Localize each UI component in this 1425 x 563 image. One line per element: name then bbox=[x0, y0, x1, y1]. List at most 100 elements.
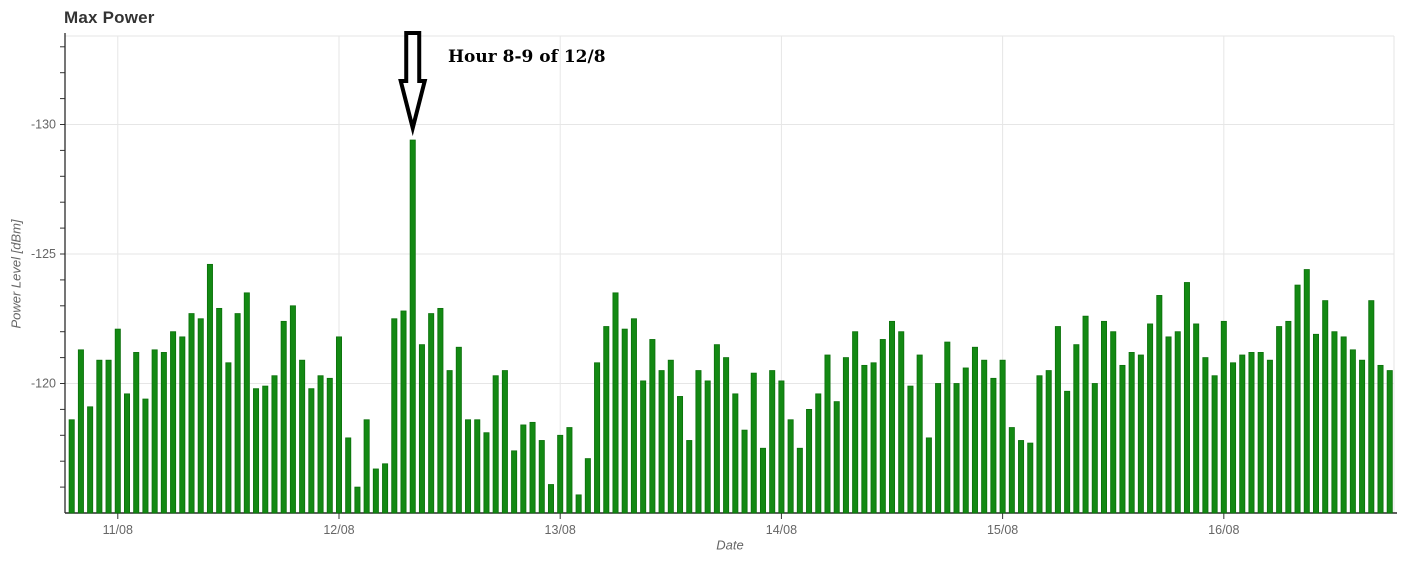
bar[interactable] bbox=[1257, 352, 1264, 514]
bar[interactable] bbox=[806, 408, 813, 514]
bar[interactable] bbox=[686, 440, 693, 514]
bar[interactable] bbox=[363, 419, 370, 514]
bar[interactable] bbox=[289, 305, 296, 514]
bar[interactable] bbox=[142, 398, 149, 514]
bar[interactable] bbox=[759, 447, 766, 514]
bar[interactable] bbox=[529, 421, 536, 514]
bar[interactable] bbox=[1248, 352, 1255, 514]
bar[interactable] bbox=[179, 336, 186, 514]
bar[interactable] bbox=[1312, 333, 1319, 514]
bar[interactable] bbox=[1239, 354, 1246, 514]
bar[interactable] bbox=[96, 359, 103, 514]
bar[interactable] bbox=[723, 357, 730, 514]
bar[interactable] bbox=[188, 313, 195, 514]
bar[interactable] bbox=[1101, 320, 1108, 514]
bar[interactable] bbox=[1368, 300, 1375, 514]
bar[interactable] bbox=[1008, 427, 1015, 514]
bar[interactable] bbox=[262, 385, 269, 514]
bar[interactable] bbox=[354, 486, 361, 514]
bar[interactable] bbox=[105, 359, 112, 514]
bar[interactable] bbox=[1349, 349, 1356, 514]
bar[interactable] bbox=[778, 380, 785, 514]
bar[interactable] bbox=[695, 370, 702, 514]
bar[interactable] bbox=[713, 344, 720, 514]
bar[interactable] bbox=[280, 320, 287, 514]
bar[interactable] bbox=[971, 346, 978, 514]
bar[interactable] bbox=[1303, 269, 1310, 514]
bar[interactable] bbox=[326, 377, 333, 514]
bar[interactable] bbox=[400, 310, 407, 514]
bar[interactable] bbox=[870, 362, 877, 514]
bar[interactable] bbox=[151, 349, 158, 514]
bar[interactable] bbox=[852, 331, 859, 514]
bar[interactable] bbox=[990, 377, 997, 514]
bar[interactable] bbox=[833, 401, 840, 514]
bar[interactable] bbox=[999, 359, 1006, 514]
bar[interactable] bbox=[243, 292, 250, 514]
bar[interactable] bbox=[197, 318, 204, 514]
bar[interactable] bbox=[492, 375, 499, 514]
bar[interactable] bbox=[428, 313, 435, 514]
bar[interactable] bbox=[1174, 331, 1181, 514]
bar[interactable] bbox=[446, 370, 453, 514]
bar[interactable] bbox=[124, 393, 131, 514]
bar[interactable] bbox=[308, 388, 315, 514]
bar[interactable] bbox=[603, 326, 610, 514]
bar[interactable] bbox=[621, 328, 628, 514]
bar[interactable] bbox=[511, 450, 518, 514]
bar[interactable] bbox=[520, 424, 527, 514]
bar[interactable] bbox=[640, 380, 647, 514]
bar[interactable] bbox=[382, 463, 389, 514]
bar[interactable] bbox=[160, 352, 167, 514]
bar[interactable] bbox=[133, 352, 140, 514]
bar[interactable] bbox=[815, 393, 822, 514]
bar[interactable] bbox=[1202, 357, 1209, 514]
bar[interactable] bbox=[455, 346, 462, 514]
bar[interactable] bbox=[1165, 336, 1172, 514]
bar[interactable] bbox=[1220, 320, 1227, 514]
bar[interactable] bbox=[1294, 284, 1301, 514]
bar[interactable] bbox=[704, 380, 711, 514]
bar[interactable] bbox=[796, 447, 803, 514]
bar[interactable] bbox=[538, 440, 545, 514]
bar[interactable] bbox=[575, 494, 582, 514]
bar[interactable] bbox=[889, 320, 896, 514]
bar[interactable] bbox=[1193, 323, 1200, 514]
bar[interactable] bbox=[77, 349, 84, 514]
bar[interactable] bbox=[557, 434, 564, 514]
bar[interactable] bbox=[1266, 359, 1273, 514]
bar[interactable] bbox=[1276, 326, 1283, 514]
bar[interactable] bbox=[612, 292, 619, 514]
bar[interactable] bbox=[1137, 354, 1144, 514]
bar[interactable] bbox=[216, 307, 223, 514]
bar[interactable] bbox=[114, 328, 121, 514]
bar[interactable] bbox=[944, 341, 951, 514]
bar[interactable] bbox=[1211, 375, 1218, 514]
bar[interactable] bbox=[1091, 383, 1098, 514]
bar[interactable] bbox=[898, 331, 905, 514]
bar[interactable] bbox=[1110, 331, 1117, 514]
bar[interactable] bbox=[206, 263, 213, 514]
bar[interactable] bbox=[935, 383, 942, 514]
bar[interactable] bbox=[732, 393, 739, 514]
bar[interactable] bbox=[584, 458, 591, 514]
bar[interactable] bbox=[317, 375, 324, 514]
bar[interactable] bbox=[87, 406, 94, 514]
bar[interactable] bbox=[566, 427, 573, 514]
bar[interactable] bbox=[1340, 336, 1347, 514]
bar[interactable] bbox=[594, 362, 601, 514]
bar[interactable] bbox=[1386, 370, 1393, 514]
bar[interactable] bbox=[750, 372, 757, 514]
bar[interactable] bbox=[170, 331, 177, 514]
bar[interactable] bbox=[391, 318, 398, 514]
bar[interactable] bbox=[1082, 315, 1089, 514]
bar[interactable] bbox=[1027, 442, 1034, 514]
bar[interactable] bbox=[1064, 390, 1071, 514]
bar[interactable] bbox=[981, 359, 988, 514]
bar[interactable] bbox=[824, 354, 831, 514]
bar[interactable] bbox=[769, 370, 776, 514]
bar[interactable] bbox=[649, 339, 656, 514]
bar[interactable] bbox=[1322, 300, 1329, 514]
bar[interactable] bbox=[953, 383, 960, 514]
bar[interactable] bbox=[474, 419, 481, 514]
